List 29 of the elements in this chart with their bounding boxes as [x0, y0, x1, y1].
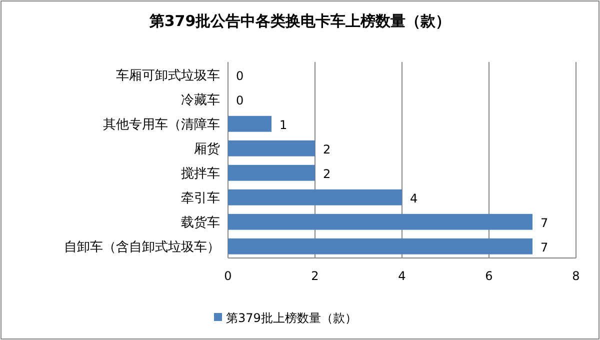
x-tick-label: 4	[398, 269, 406, 283]
x-tick-label: 2	[311, 269, 319, 283]
chart-title: 第379批公告中各类换电卡车上榜数量（款）	[148, 12, 451, 30]
bar	[228, 189, 402, 206]
y-tick-label: 车厢可卸式垃圾车	[116, 68, 220, 84]
y-tick-label: 牵引车	[181, 190, 220, 206]
x-tick-label: 0	[224, 269, 232, 283]
bar	[228, 140, 315, 156]
data-label: 0	[236, 93, 244, 108]
data-label: 0	[236, 68, 244, 83]
data-label: 7	[540, 240, 548, 254]
x-tick-label: 6	[485, 269, 493, 283]
y-tick-label: 厢货	[194, 142, 220, 157]
bar	[228, 116, 272, 132]
y-tick-label: 搅拌车	[181, 166, 220, 182]
y-tick-label: 其他专用车（清障车	[103, 117, 220, 132]
bar	[228, 164, 315, 181]
data-label: 2	[323, 166, 331, 181]
y-tick-label: 冷藏车	[181, 92, 220, 108]
x-tick-label: 8	[572, 269, 580, 283]
data-label: 7	[540, 216, 548, 230]
data-label: 4	[410, 191, 418, 206]
bar	[228, 214, 532, 230]
legend-label: 第379批上榜数量（款）	[226, 311, 357, 325]
data-label: 1	[280, 118, 288, 132]
y-tick-label: 自卸车（含自卸式垃圾车）	[64, 240, 220, 255]
data-label: 2	[323, 142, 331, 156]
bar	[228, 238, 532, 254]
y-tick-label: 载货车	[181, 215, 220, 230]
